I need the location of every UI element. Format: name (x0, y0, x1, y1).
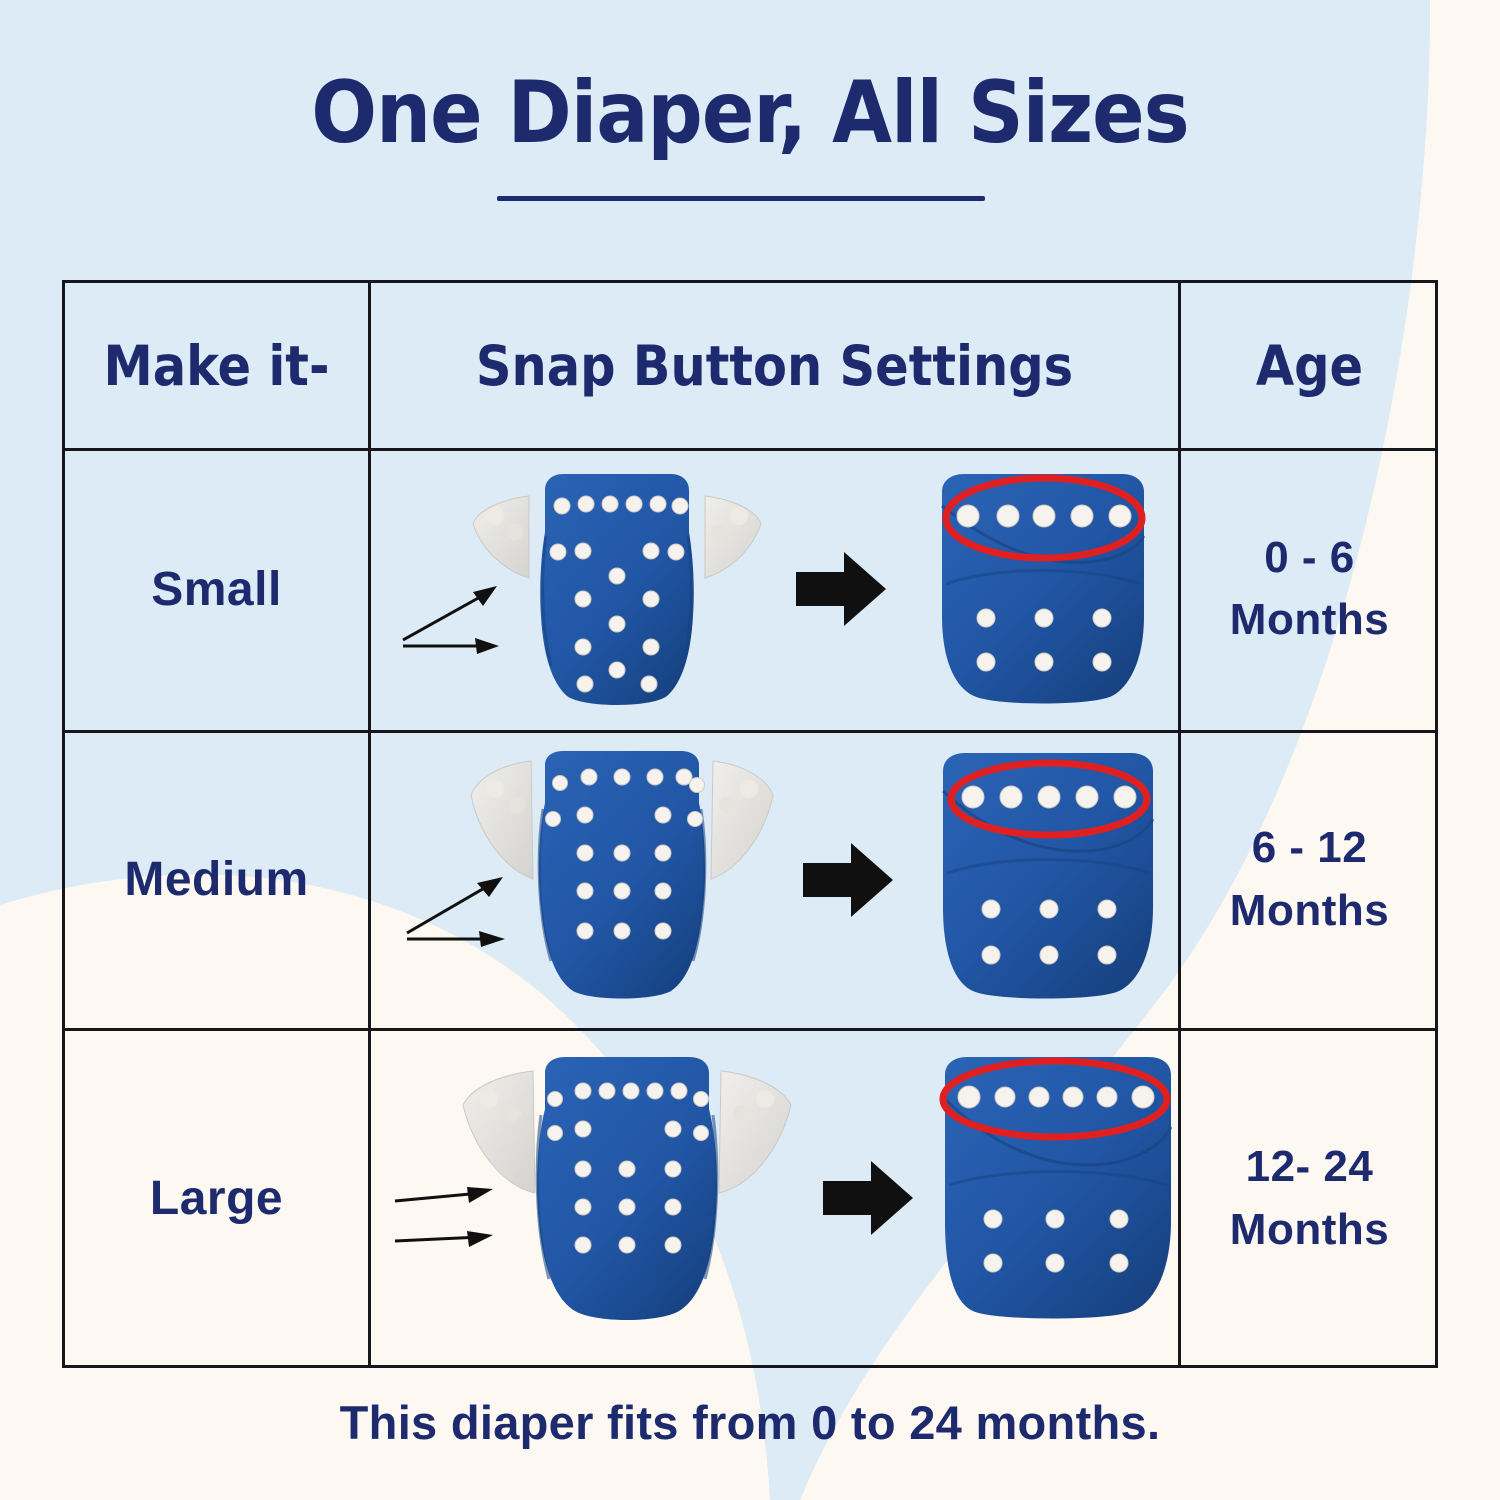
age-line-2: Months (1229, 595, 1390, 644)
table-header-snap-button-settings: Snap Button Settings (475, 333, 1074, 398)
arrow-right-icon (803, 841, 895, 919)
red-ellipse-highlight-icon (942, 474, 1146, 562)
diaper-open-icon (457, 1051, 797, 1333)
page-title: One Diaper, All Sizes (311, 63, 1190, 163)
age-line-2: Months (1229, 885, 1390, 935)
age-line-1: 6 - 12 (1251, 823, 1368, 873)
diaper-open-icon (467, 745, 777, 1013)
row-age-large: 12- 24 Months (1181, 1029, 1438, 1368)
diaper-folded-icon (927, 1051, 1207, 1331)
row-size-label-medium: Medium (124, 853, 309, 906)
title-underline (497, 196, 985, 201)
diaper-folded-icon (919, 747, 1191, 1009)
size-chart-table: Make it- Snap Button Settings Age Small (62, 280, 1438, 1368)
row-age-medium: 6 - 12 Months (1181, 731, 1438, 1028)
row-snap-setting-large (371, 1029, 1178, 1368)
row-snap-setting-small (371, 448, 1178, 730)
annotation-arrow-icon (393, 1179, 513, 1259)
row-age-small: 0 - 6 Months (1181, 448, 1438, 730)
diaper-open-icon (467, 466, 767, 716)
annotation-arrow-icon (405, 861, 525, 951)
table-header-divider (65, 448, 1435, 451)
age-line-2: Months (1229, 1204, 1390, 1254)
footer-note: This diaper fits from 0 to 24 months. (339, 1396, 1161, 1449)
arrow-right-icon (796, 550, 888, 628)
diaper-folded-icon (916, 466, 1186, 716)
table-row-divider-1 (65, 730, 1435, 733)
row-size-label-small: Small (151, 562, 282, 616)
row-size-label-large: Large (149, 1172, 284, 1225)
red-ellipse-highlight-icon (947, 759, 1151, 839)
red-ellipse-highlight-icon (939, 1057, 1171, 1141)
age-line-1: 12- 24 (1245, 1142, 1374, 1192)
age-line-1: 0 - 6 (1264, 532, 1355, 582)
table-column-divider-2 (1178, 283, 1181, 1365)
row-snap-setting-medium (371, 731, 1178, 1028)
table-row-divider-2 (65, 1028, 1435, 1031)
table-header-age: Age (1255, 333, 1364, 398)
table-header-make-it: Make it- (103, 333, 330, 398)
arrow-right-icon (823, 1159, 915, 1237)
table-column-divider-1 (368, 283, 371, 1365)
annotation-arrow-icon (401, 568, 521, 658)
